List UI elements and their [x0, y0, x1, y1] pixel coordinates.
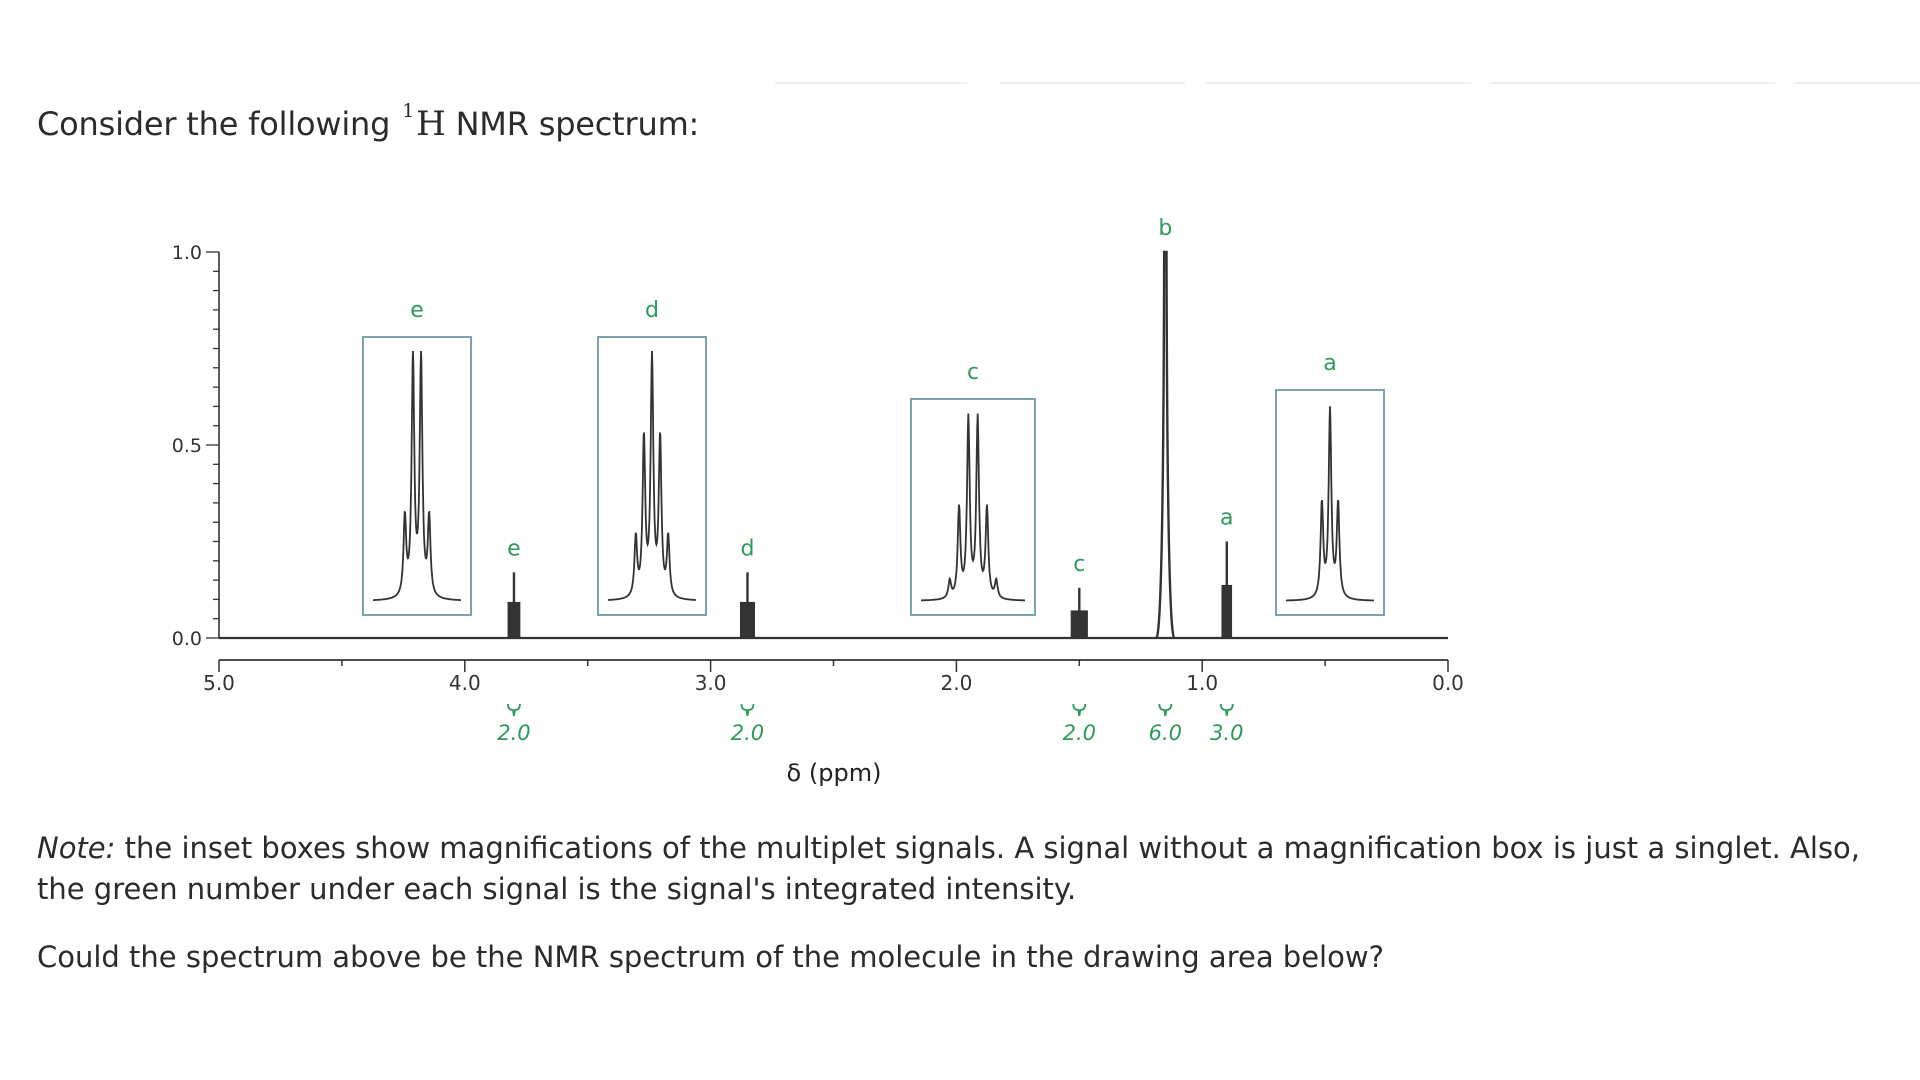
x-tick-label: 1.0: [1186, 671, 1218, 695]
inset-label-d: d: [645, 298, 659, 323]
inset-box-d: [597, 336, 707, 616]
peak-label-b: b: [1158, 216, 1172, 241]
y-tick-label: 1.0: [172, 242, 202, 264]
x-axis-title: δ (ppm): [787, 759, 882, 787]
header-divider: [0, 82, 1920, 84]
peak-b: [1155, 250, 1176, 640]
integral-brace: [1072, 703, 1087, 717]
inset-box-a: [1275, 389, 1385, 616]
inset-multiplet-c: [921, 413, 1025, 602]
element-symbol: H: [416, 104, 446, 144]
inset-multiplet-e: [373, 350, 461, 601]
integral-value-b: 6.0: [1149, 721, 1182, 745]
inset-multiplet-a: [1286, 406, 1374, 602]
integral-value-d: 2.0: [731, 721, 764, 745]
integral-value-e: 2.0: [497, 721, 530, 745]
spectrum-trace: [219, 250, 1448, 640]
integral-value-a: 3.0: [1210, 721, 1243, 745]
question-prefix: Consider the following: [37, 105, 391, 143]
chart-axes: 0.0 0.5 1.0 5.0 4.0 3.0 2.0 1.0 0.0 δ (ppm): [172, 242, 1464, 787]
integral-brace: [740, 703, 755, 717]
peak-label-a: a: [1220, 506, 1233, 531]
inset-box-e: [362, 336, 472, 616]
peak-label-c: c: [1073, 552, 1085, 577]
question-suffix: NMR spectrum:: [455, 105, 700, 143]
peak-labels: e 2.0 d 2.0 c 2.0 b 6.0 a 3.0: [497, 216, 1243, 745]
nmr-spectrum-chart: 0.00.51.05.0 4.0 3.0 2.0 1.0 0.0δ (ppm) e dc a …: [172, 216, 1464, 787]
integral-brace: [507, 703, 521, 717]
note-label: Note:: [37, 831, 116, 865]
inset-label-e: e: [410, 298, 424, 323]
inset-box-c: [910, 398, 1036, 616]
isotope-mass: 1: [402, 100, 415, 123]
note-paragraph: Note: the inset boxes show magnification…: [37, 828, 1907, 910]
x-tick-label: 5.0: [203, 671, 235, 695]
inset-label-a: a: [1323, 351, 1336, 376]
x-tick-label: 0.0: [1432, 671, 1464, 695]
x-tick-label: 3.0: [695, 671, 727, 695]
question-text: Consider the following 1H NMR spectrum:: [37, 100, 700, 144]
integral-value-c: 2.0: [1063, 721, 1096, 745]
y-tick-label: 0.5: [172, 435, 202, 457]
x-tick-label: 4.0: [449, 671, 481, 695]
note-text: the inset boxes show magnifications of t…: [37, 831, 1861, 906]
inset-boxes: e d c a: [362, 298, 1385, 616]
question-prompt: Could the spectrum above be the NMR spec…: [37, 940, 1384, 974]
y-tick-label: 0.0: [172, 628, 202, 650]
peak-label-e: e: [507, 536, 521, 561]
inset-label-c: c: [967, 360, 979, 385]
x-tick-label: 2.0: [940, 671, 972, 695]
peak-label-d: d: [740, 536, 754, 561]
inset-multiplet-d: [608, 350, 696, 601]
integral-brace: [1158, 703, 1173, 717]
integral-brace: [1219, 703, 1234, 717]
